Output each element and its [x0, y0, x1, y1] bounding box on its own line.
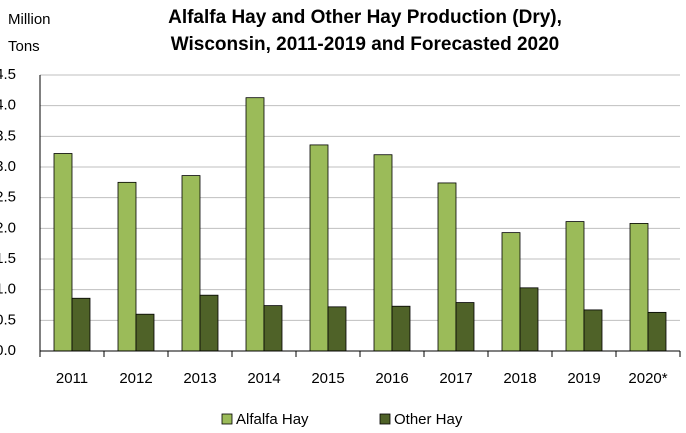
bar — [327, 306, 347, 352]
y-tick-label: 4.5 — [0, 66, 16, 83]
bar — [647, 311, 667, 352]
y-tick-label: 4.0 — [0, 97, 16, 114]
x-tick-label: 2011 — [56, 370, 88, 387]
y-tick-label: 1.0 — [0, 281, 16, 298]
bar — [199, 294, 219, 352]
y-tick-label: 0.5 — [0, 311, 16, 328]
bar — [391, 305, 411, 352]
legend-swatch — [221, 413, 233, 425]
y-tick-label: 2.0 — [0, 219, 16, 236]
bar — [263, 305, 283, 352]
legend-label: Alfalfa Hay — [236, 411, 309, 428]
bar — [519, 287, 539, 352]
bar — [53, 153, 73, 352]
bar — [135, 313, 155, 352]
x-tick-label: 2018 — [503, 370, 536, 387]
x-tick-label: 2017 — [439, 370, 472, 387]
x-tick-label: 2020* — [628, 370, 667, 387]
chart-title: Wisconsin, 2011-2019 and Forecasted 2020 — [171, 34, 559, 55]
y-tick-label: 3.5 — [0, 127, 16, 144]
y-axis-label: Million — [8, 11, 51, 28]
x-tick-label: 2015 — [311, 370, 344, 387]
bar — [565, 221, 585, 352]
y-tick-label: 1.5 — [0, 250, 16, 267]
bar — [71, 297, 91, 352]
bar — [437, 182, 457, 352]
bar — [117, 181, 137, 352]
bar — [501, 232, 521, 352]
x-tick-label: 2019 — [567, 370, 600, 387]
y-tick-label: 0.0 — [0, 342, 16, 359]
chart-title: Alfalfa Hay and Other Hay Production (Dr… — [168, 7, 562, 28]
y-axis-label: Tons — [8, 38, 40, 55]
y-tick-label: 3.0 — [0, 158, 16, 175]
bar — [583, 309, 603, 352]
bar — [373, 154, 393, 352]
legend-label: Other Hay — [394, 411, 463, 428]
bar — [309, 144, 329, 352]
y-tick-label: 2.5 — [0, 189, 16, 206]
bar — [181, 175, 201, 352]
x-tick-label: 2016 — [375, 370, 408, 387]
x-tick-label: 2012 — [119, 370, 152, 387]
x-tick-label: 2013 — [183, 370, 216, 387]
bar — [455, 302, 475, 352]
bar — [245, 97, 265, 352]
bar — [629, 223, 649, 352]
legend-swatch — [379, 413, 391, 425]
x-tick-label: 2014 — [247, 370, 280, 387]
